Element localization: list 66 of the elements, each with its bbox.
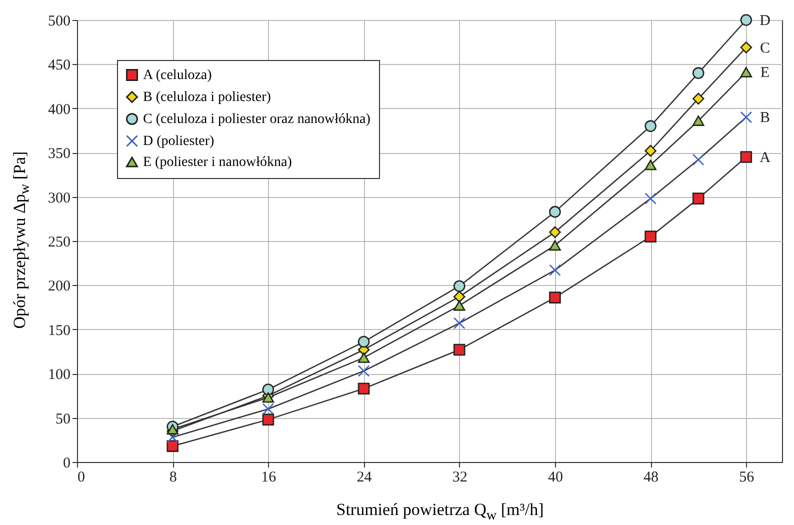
point — [262, 384, 274, 396]
y-tick-label: 300 — [48, 190, 70, 206]
x-tick-label: 16 — [261, 470, 277, 486]
annotation: C — [760, 40, 770, 56]
point — [453, 300, 466, 311]
legend-label: A (celuloza) — [143, 68, 212, 83]
point — [740, 42, 752, 54]
point — [692, 192, 704, 204]
point — [549, 206, 561, 218]
point — [453, 280, 466, 292]
point — [644, 144, 656, 157]
y-tick-label: 350 — [48, 146, 70, 162]
point — [166, 440, 178, 452]
point — [358, 336, 370, 348]
x-tick-label: 32 — [452, 470, 468, 486]
point — [740, 14, 752, 26]
point — [692, 116, 704, 126]
y-tick-label: 100 — [48, 367, 70, 384]
point — [262, 414, 274, 426]
point — [740, 66, 752, 78]
point — [740, 111, 752, 124]
x-tick-label: 56 — [739, 470, 755, 486]
point — [692, 92, 704, 105]
point — [549, 226, 561, 238]
annotation: E — [760, 65, 770, 82]
point — [644, 160, 656, 170]
point — [644, 192, 656, 204]
legend-label: E (poliester i nanowłókna) — [143, 155, 292, 170]
point — [549, 292, 561, 304]
point — [166, 424, 178, 434]
point — [166, 431, 178, 444]
y-tick-label: 0 — [63, 456, 70, 472]
x-tick-label: 8 — [169, 470, 177, 486]
annotation: B — [760, 110, 770, 126]
point — [549, 264, 561, 276]
x-tick-label: 40 — [548, 470, 563, 486]
point — [549, 240, 561, 251]
y-tick-label: 400 — [48, 102, 70, 118]
y-tick-label: 450 — [48, 58, 70, 74]
legend-label: D (poliester) — [143, 134, 214, 149]
x-tick-label: 24 — [356, 470, 372, 486]
point — [358, 382, 370, 395]
point — [453, 317, 466, 330]
point — [358, 365, 370, 377]
point — [644, 120, 656, 132]
point — [692, 67, 704, 79]
legend-label: C (celuloza i poliester oraz nanowłókna) — [143, 112, 371, 127]
point — [740, 151, 752, 163]
point — [262, 392, 274, 403]
point — [453, 344, 466, 356]
point — [358, 352, 370, 363]
y-tick-label: 200 — [48, 278, 70, 295]
x-axis-title: Strumień powietrza Q$_{w}$ [m³/h] — [336, 500, 544, 524]
annotation: D — [760, 13, 771, 29]
point — [262, 403, 274, 415]
point — [644, 230, 656, 242]
x-tick-label: 48 — [644, 470, 659, 486]
y-tick-label: 250 — [48, 234, 70, 250]
y-tick-label: 500 — [48, 14, 70, 30]
annotation: A — [760, 150, 771, 166]
point — [692, 154, 704, 166]
y-tick-label: 50 — [56, 411, 70, 428]
x-tick-label: 0 — [78, 470, 85, 486]
point — [453, 290, 466, 303]
legend-label: B (celuloza i poliester) — [143, 90, 272, 105]
y-tick-label: 150 — [48, 322, 70, 339]
